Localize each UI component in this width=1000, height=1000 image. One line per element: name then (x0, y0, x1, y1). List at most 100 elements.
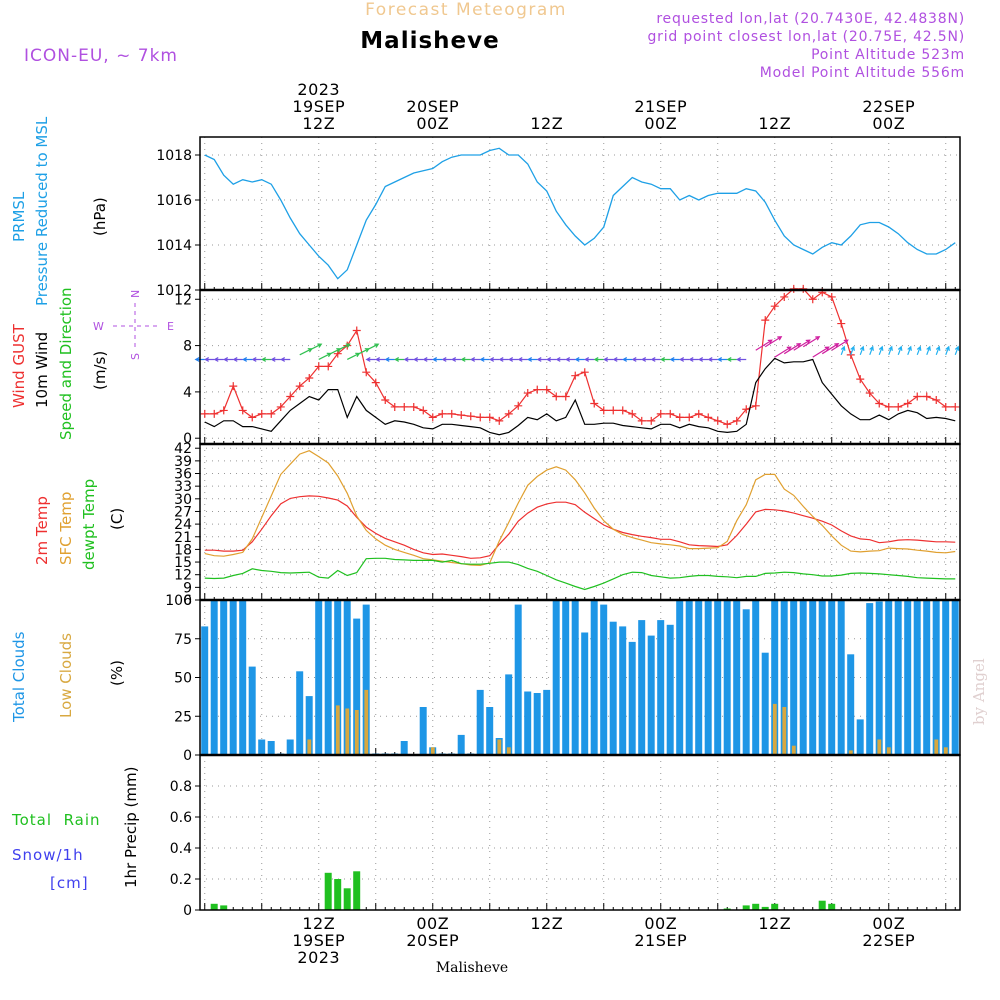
low-cloud-bar (506, 747, 511, 756)
gust-marker (305, 374, 314, 382)
gust-marker (229, 382, 238, 391)
total-cloud-bar (286, 739, 294, 755)
y-tick-label: 50 (174, 671, 192, 687)
wind-direction-arrow (945, 345, 950, 356)
rain-bar (353, 871, 361, 911)
total-cloud-bar (723, 600, 731, 755)
wind-direction-arrow (422, 357, 433, 362)
sfc-label: SFC Temp (57, 492, 75, 565)
wind-direction-arrow (460, 357, 471, 362)
y-tick-label: 27 (174, 504, 192, 520)
gust-marker (428, 413, 437, 422)
total-cloud-bar (590, 600, 598, 755)
wind-direction-arrow (308, 343, 323, 351)
panel-clouds: 0 25 50 75 100 (165, 593, 960, 764)
total-cloud-bar (752, 600, 760, 755)
y-tick-label: 12 (174, 292, 192, 308)
pressure-line (204, 147, 956, 280)
wind-direction-arrow (251, 357, 262, 362)
rain-bar (771, 903, 779, 910)
dew-label: dewpt Temp (80, 479, 98, 570)
gust-marker (713, 416, 722, 425)
total-cloud-bar (343, 600, 351, 755)
total-cloud-bar (476, 689, 484, 755)
y-tick-label: 9 (183, 580, 192, 596)
t2m-line (204, 495, 956, 559)
wind-direction-arrow (602, 357, 614, 362)
gust-marker (837, 319, 846, 328)
wind-direction-arrow (365, 357, 376, 362)
wind-direction-arrow (412, 357, 424, 362)
y-tick-label: 100 (165, 593, 192, 609)
t2m-label: 2m Temp (33, 496, 51, 565)
wind-direction-arrow (441, 357, 452, 362)
total-cloud-bar (315, 600, 323, 755)
rain-bar (761, 906, 769, 910)
wind-direction-arrow (916, 345, 922, 356)
pressure-unit: (hPa) (91, 197, 109, 236)
total-cloud-bar (847, 654, 855, 756)
gust-marker (599, 406, 608, 415)
compass-n: N (129, 290, 142, 298)
y-tick-label: 0.6 (170, 810, 192, 826)
top-time-label: 22SEP (862, 97, 915, 116)
gust-marker (333, 349, 342, 358)
wind-direction-arrow (479, 357, 490, 362)
total-cloud-bar (638, 620, 646, 755)
total-cloud-bar (524, 691, 532, 755)
wind-direction-arrow (498, 357, 509, 362)
wind-direction-arrow (564, 357, 576, 362)
gust-marker (352, 326, 361, 335)
bottom-time-label: 12Z (530, 914, 563, 933)
total-cloud-bar (514, 604, 522, 755)
gust-marker (257, 409, 266, 418)
gust-marker (751, 401, 760, 410)
gust-marker (314, 362, 323, 371)
wind-direction-arrow (640, 357, 652, 362)
gust-marker (609, 406, 618, 415)
gust-marker (438, 409, 447, 418)
total-cloud-bar (362, 604, 370, 755)
total-cloud-bar (771, 600, 779, 755)
y-tick-label: 0.8 (170, 779, 192, 795)
dewpoint-line (204, 557, 956, 591)
wind-direction-arrow (450, 357, 462, 362)
gust-marker (704, 413, 713, 422)
rain-bar (210, 903, 218, 910)
total-cloud-bar (324, 600, 332, 755)
y-tick-label: 0.2 (170, 872, 192, 888)
top-time-label: 20SEP (406, 97, 459, 116)
compass-s: S (129, 353, 142, 360)
total-cloud-bar (704, 600, 712, 755)
total-cloud-bar (419, 707, 427, 755)
wind-direction-arrow (735, 357, 747, 362)
wind-direction-arrow (869, 345, 874, 356)
rain-bar (334, 879, 342, 910)
y-tick-label: 24 (174, 517, 192, 533)
gust-marker (941, 402, 950, 411)
bottom-time-label: 19SEP (292, 931, 345, 950)
gust-marker (951, 402, 960, 411)
gust-marker (504, 409, 513, 418)
top-time-label: 00Z (872, 114, 905, 133)
low-cloud-bar (497, 739, 502, 755)
gust-line (204, 288, 956, 425)
bottom-time-label: 22SEP (862, 931, 915, 950)
low-cloud-bar (354, 710, 359, 755)
total-cloud-bar (619, 626, 627, 755)
gust-marker (647, 416, 656, 425)
low-cloud-bar (307, 739, 312, 755)
wind-direction-arrow (536, 357, 547, 362)
rain-bar (220, 905, 228, 910)
top-time-label: 12Z (302, 114, 335, 133)
bottom-time-label: 00Z (644, 914, 677, 933)
total-cloud-bar (932, 600, 940, 755)
gust-marker (457, 411, 466, 420)
y-tick-label: 36 (174, 467, 192, 483)
model-altitude: Model Point Altitude 556m (760, 65, 965, 81)
total-cloud-bar (571, 600, 579, 755)
rain-bar (828, 903, 836, 910)
gust-marker (495, 416, 504, 425)
wind-direction-arrow (659, 357, 671, 362)
total-cloud-bar (657, 620, 665, 755)
